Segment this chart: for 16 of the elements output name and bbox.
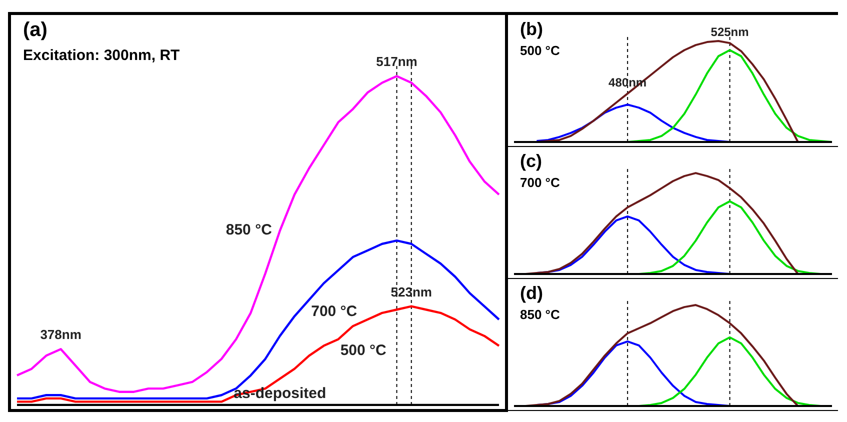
text: Excitation: 300nm, RT: [23, 47, 180, 64]
annotation: 378nm: [40, 327, 82, 342]
series-label: 500 °C: [340, 342, 387, 360]
text: 525nm: [710, 25, 749, 40]
chart-title: (a): [23, 19, 48, 42]
annotation: 700 °C: [520, 175, 560, 190]
chart-title: (d): [520, 283, 543, 304]
chart-title: (b): [520, 19, 543, 40]
annotation: 500 °C: [520, 43, 560, 58]
annotation: 850 °C: [520, 307, 560, 322]
annotation: 523nm: [390, 284, 432, 300]
series-label: 850 °C: [226, 222, 272, 239]
chart-title: (c): [520, 151, 542, 172]
series-label: 700 °C: [311, 302, 358, 320]
text: 517nm: [376, 54, 418, 70]
series-label: as-deposited: [234, 385, 326, 402]
